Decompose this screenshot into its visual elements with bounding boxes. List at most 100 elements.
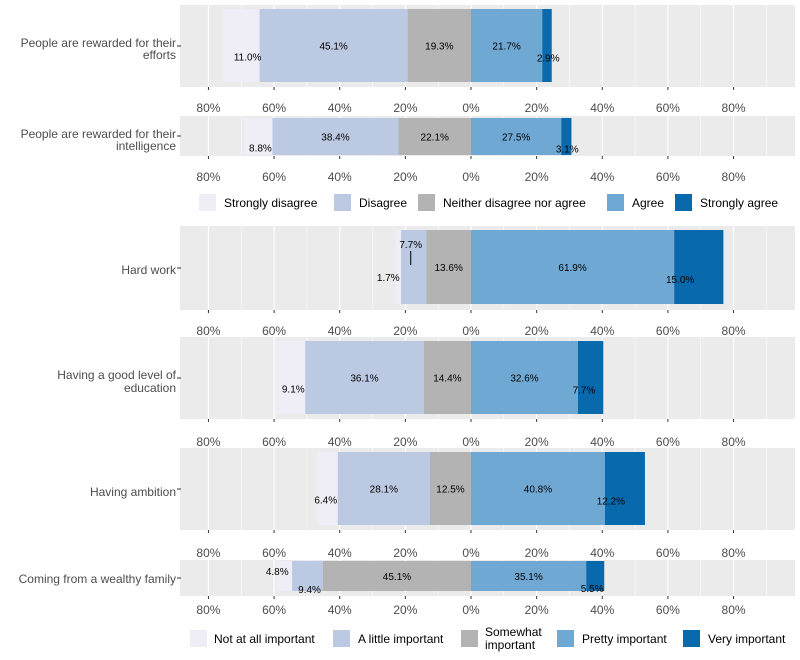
category-label: Hard work	[121, 263, 177, 277]
data-label: 22.1%	[421, 133, 449, 144]
x-tick-label: 0%	[462, 101, 480, 115]
x-tick-label: 20%	[393, 603, 417, 617]
x-tick-label: 40%	[590, 435, 614, 449]
x-tick-label: 80%	[722, 603, 746, 617]
data-label: 4.8%	[266, 567, 289, 578]
x-tick-label: 20%	[525, 435, 549, 449]
x-tick-label: 80%	[196, 546, 220, 560]
data-label: 12.2%	[597, 497, 625, 508]
legend-key-pretty-important	[557, 630, 574, 647]
legend-label: Neither disagree nor agree	[443, 196, 586, 210]
data-label: 45.1%	[319, 42, 347, 53]
data-label: 5.5%	[581, 584, 604, 595]
data-label: 1.7%	[377, 273, 400, 284]
legend-key-somewhat-important	[461, 630, 478, 647]
x-tick-label: 60%	[656, 603, 680, 617]
bar-strongly-disagree	[223, 9, 260, 82]
x-tick-label: 80%	[196, 101, 220, 115]
data-label: 9.4%	[298, 585, 321, 596]
legend-label: Pretty important	[582, 632, 667, 646]
x-tick-label: 60%	[262, 170, 286, 184]
x-tick-label: 80%	[722, 101, 746, 115]
legend-label: A little important	[358, 632, 444, 646]
data-label: 36.1%	[350, 374, 378, 385]
bar-a-little-important	[337, 452, 430, 525]
data-label: 45.1%	[383, 572, 411, 583]
data-label: 12.5%	[436, 485, 464, 496]
data-label: 40.8%	[524, 485, 552, 496]
x-tick-label: 20%	[393, 546, 417, 560]
data-label: 61.9%	[558, 263, 586, 274]
legend-label: Somewhat	[485, 625, 542, 639]
bar-not-at-all-important	[276, 561, 293, 591]
x-tick-label: 20%	[525, 170, 549, 184]
x-tick-label: 20%	[525, 546, 549, 560]
x-tick-label: 80%	[722, 546, 746, 560]
bar-somewhat-important	[423, 341, 471, 414]
data-label: 8.8%	[249, 144, 272, 155]
data-label: 27.5%	[502, 133, 530, 144]
bar-agree	[471, 9, 543, 82]
x-tick-label: 40%	[328, 546, 352, 560]
x-tick-label: 60%	[262, 603, 286, 617]
x-tick-label: 40%	[328, 603, 352, 617]
bar-pretty-important	[471, 452, 605, 525]
legend-label: Very important	[708, 632, 786, 646]
x-tick-label: 80%	[196, 603, 220, 617]
x-tick-label: 40%	[590, 101, 614, 115]
x-tick-label: 40%	[328, 170, 352, 184]
x-tick-label: 80%	[722, 324, 746, 338]
category-label: People are rewarded for their	[21, 127, 176, 141]
legend-key-strongly-disagree	[199, 194, 216, 211]
bar-disagree	[272, 118, 399, 155]
x-tick-label: 60%	[656, 435, 680, 449]
x-tick-label: 0%	[462, 603, 480, 617]
legend-label: Disagree	[359, 196, 407, 210]
bar-agree	[471, 118, 562, 155]
bar-strongly-disagree	[243, 118, 273, 155]
legend-key-not-at-all-important	[190, 630, 207, 647]
x-tick-label: 40%	[328, 324, 352, 338]
bar-very-important	[586, 561, 605, 591]
x-tick-label: 20%	[525, 324, 549, 338]
x-tick-label: 60%	[262, 435, 286, 449]
category-label: intelligence	[116, 139, 176, 153]
x-tick-label: 80%	[196, 170, 220, 184]
legend-label: Not at all important	[214, 632, 315, 646]
x-tick-label: 80%	[196, 324, 220, 338]
data-label: 6.4%	[314, 496, 337, 507]
bar-pretty-important	[471, 561, 587, 591]
bar-somewhat-important	[429, 452, 471, 525]
x-tick-label: 40%	[590, 546, 614, 560]
data-label: 11.0%	[234, 53, 262, 64]
category-label: Coming from a wealthy family	[19, 572, 176, 586]
x-tick-label: 60%	[262, 101, 286, 115]
x-tick-label: 20%	[525, 603, 549, 617]
bar-somewhat-important	[322, 561, 471, 591]
data-label: 15.0%	[666, 275, 694, 286]
legend-label: Agree	[632, 196, 664, 210]
x-tick-label: 0%	[462, 170, 480, 184]
data-label: 21.7%	[492, 42, 520, 53]
x-tick-label: 40%	[590, 324, 614, 338]
bar-not-at-all-important	[395, 230, 402, 304]
x-tick-label: 40%	[590, 603, 614, 617]
category-label: Having a good level of	[57, 368, 176, 382]
data-label: 32.6%	[510, 374, 538, 385]
category-label: Having ambition	[90, 485, 176, 499]
legend-key-disagree	[334, 194, 351, 211]
x-tick-label: 60%	[656, 324, 680, 338]
bar-not-at-all-important	[316, 452, 338, 525]
legend-key-very-important	[683, 630, 700, 647]
data-label: 35.1%	[514, 572, 542, 583]
bar-not-at-all-important	[275, 341, 306, 414]
x-tick-label: 20%	[393, 324, 417, 338]
bar-somewhat-important	[426, 230, 471, 304]
x-tick-label: 60%	[656, 170, 680, 184]
data-label: 7.7%	[573, 386, 596, 397]
legend-key-neither-disagree-nor-agree	[418, 194, 435, 211]
category-label: efforts	[143, 48, 176, 62]
x-tick-label: 60%	[656, 546, 680, 560]
x-tick-label: 0%	[462, 324, 480, 338]
